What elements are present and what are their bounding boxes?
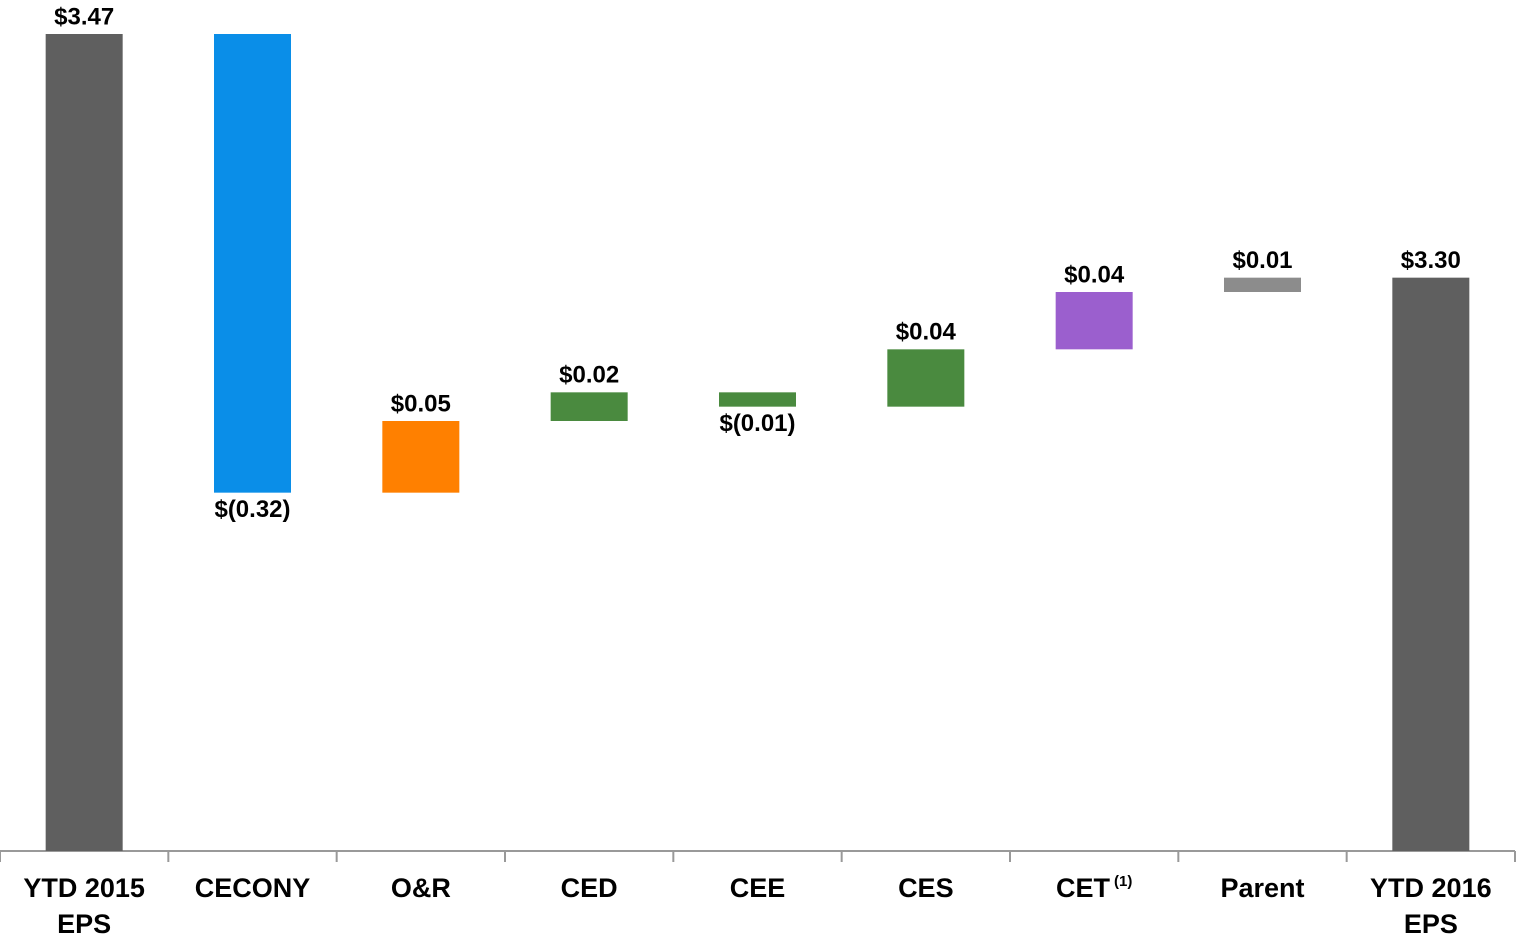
value-label: $0.01 xyxy=(1232,247,1292,274)
footnote-mark: (1) xyxy=(1113,873,1133,890)
x-tick-label: CED xyxy=(505,870,673,906)
bar xyxy=(382,421,460,493)
bar xyxy=(719,392,796,407)
x-tick-label: YTD 2016 EPS xyxy=(1347,870,1515,942)
value-label: $0.04 xyxy=(896,319,957,346)
bar xyxy=(1392,277,1470,852)
x-tick-label: YTD 2015 EPS xyxy=(0,870,168,942)
x-tick-label: CES xyxy=(842,870,1010,906)
bar xyxy=(1224,277,1301,292)
bar xyxy=(45,34,123,851)
x-tick-label: CET (1) xyxy=(1010,870,1178,906)
x-tick-label: O&R xyxy=(337,870,505,906)
value-label: $0.05 xyxy=(391,390,451,417)
category-text: CET xyxy=(1055,873,1110,903)
value-label: $(0.32) xyxy=(214,496,290,523)
value-label: $3.47 xyxy=(54,3,114,30)
category-text: Parent xyxy=(1220,873,1305,903)
category-text: O&R xyxy=(390,873,451,903)
value-label: $3.30 xyxy=(1401,247,1461,274)
category-text: CED xyxy=(560,873,618,903)
value-label: $0.02 xyxy=(559,362,619,389)
value-label: $0.04 xyxy=(1064,261,1125,288)
category-text: YTD 2016 EPS xyxy=(1370,873,1492,939)
category-text: CEE xyxy=(729,873,786,903)
bar xyxy=(1055,292,1133,350)
x-tick-label: Parent xyxy=(1179,870,1347,906)
category-text: YTD 2015 EPS xyxy=(23,873,145,939)
x-tick-label: CECONY xyxy=(169,870,337,906)
x-tick-label: CEE xyxy=(674,870,842,906)
bar xyxy=(550,392,628,421)
value-label: $(0.01) xyxy=(719,410,795,437)
category-text: CECONY xyxy=(194,873,311,903)
bar xyxy=(214,34,291,493)
category-text: CES xyxy=(898,873,954,903)
bar xyxy=(887,349,965,407)
